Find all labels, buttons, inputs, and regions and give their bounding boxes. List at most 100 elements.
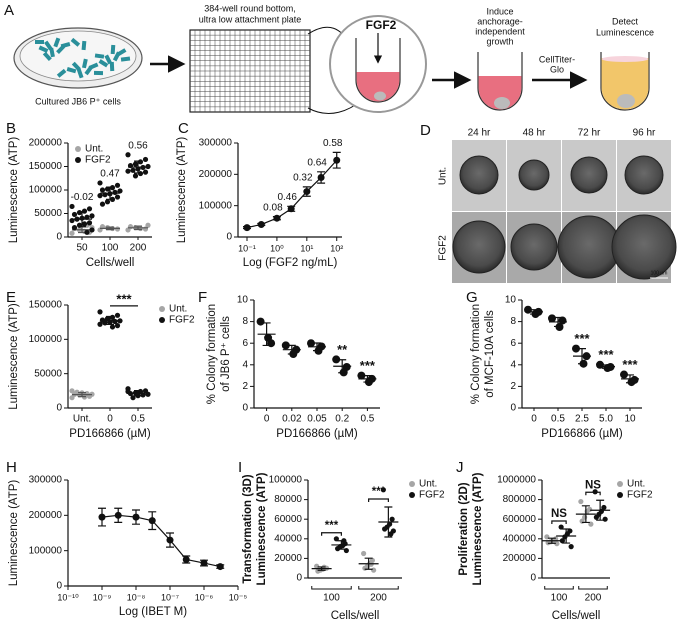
data-point	[89, 213, 95, 219]
colony	[617, 94, 635, 108]
data-point	[99, 201, 106, 207]
annotation: ***	[622, 357, 638, 372]
x-tick-label: 10²	[330, 243, 343, 253]
data-point	[142, 156, 149, 163]
panel-label: G	[466, 289, 478, 306]
x-tick-label: 100	[551, 593, 568, 604]
x-tick-label: 10⁻¹	[238, 243, 256, 253]
mean-sd	[128, 160, 148, 174]
data-point	[109, 324, 116, 330]
legend-marker	[617, 492, 623, 498]
cell	[98, 59, 109, 68]
y-tick-label: 6	[242, 338, 248, 349]
mean-sd	[549, 316, 567, 328]
x-axis-label: PD166866 (µM)	[541, 428, 623, 440]
data-point	[333, 536, 339, 542]
mean-sd	[597, 364, 615, 369]
legend-marker	[409, 481, 415, 487]
cell	[76, 68, 84, 79]
cell	[49, 47, 55, 58]
column-label: 96 hr	[633, 128, 656, 139]
y-tick-label: 300000	[199, 138, 233, 149]
mean-sd	[72, 226, 92, 234]
data-point	[114, 323, 121, 329]
data-point	[99, 187, 106, 193]
data-point	[380, 487, 386, 493]
legend-label: Unt.	[419, 479, 437, 490]
y-axis-label: Luminescence (ATP)	[8, 137, 20, 244]
data-point	[69, 388, 75, 394]
chart: B 0 50000 100000 150000 200000 Luminescence (A…	[6, 120, 152, 269]
step-label: growth	[486, 36, 513, 46]
chart: J 0 200000 400000 600000 800000 1000000 Prolife…	[456, 459, 653, 621]
spheroid	[459, 155, 499, 195]
cell	[53, 37, 61, 48]
data-point	[97, 309, 103, 315]
mean-sd	[331, 540, 352, 550]
row-label: Unt.	[438, 167, 449, 185]
step-label: Glo	[550, 64, 564, 74]
panel-label: F	[198, 289, 207, 306]
data-point	[71, 211, 78, 218]
mean-sd	[575, 505, 596, 524]
legend-label: FGF2	[419, 490, 445, 501]
category-bracket	[358, 586, 399, 590]
panel-d: D Unt. FGF2 24 hr 48 hr 72 hr 96 hr 100 µm	[420, 122, 677, 283]
data-point	[142, 169, 149, 175]
significance-bracket	[321, 532, 342, 536]
x-tick-label: 10¹	[300, 243, 313, 253]
fit-line	[101, 514, 221, 568]
x-axis-label: Cells/well	[86, 257, 135, 269]
x-tick-label: 10⁻⁵	[229, 592, 248, 602]
data-point	[257, 220, 265, 228]
spheroid	[624, 155, 664, 195]
data-point	[317, 173, 325, 181]
data-point	[132, 161, 139, 167]
panel-label: B	[6, 120, 16, 137]
data-point	[568, 544, 574, 550]
x-tick-label: 10⁻⁷	[161, 592, 179, 602]
mean-sd	[128, 225, 148, 231]
panel-label: H	[6, 459, 17, 476]
data-point	[74, 389, 80, 395]
cell	[56, 44, 66, 54]
mean-sd	[573, 348, 591, 365]
data-point	[572, 344, 580, 353]
medium	[478, 76, 522, 110]
data-point	[601, 504, 607, 511]
data-point	[132, 513, 140, 521]
x-tick-label: 0.5	[360, 414, 374, 425]
y-tick-label: 0	[226, 232, 232, 243]
data-point	[287, 205, 295, 213]
cell	[120, 56, 131, 62]
spheroid	[611, 214, 677, 280]
y-tick-label: 40000	[274, 533, 302, 544]
data-point	[200, 559, 208, 567]
mean-sd	[358, 557, 379, 570]
data-point	[256, 317, 265, 326]
data-point	[315, 568, 321, 574]
y-tick-label: 6	[510, 338, 516, 349]
x-tick-label: 10⁻¹⁰	[57, 592, 79, 602]
column-label: 72 hr	[578, 128, 601, 139]
chart: E 0 50000 100000 150000 Luminescence (ATP) PD1…	[6, 289, 195, 440]
y-tick-label: 200000	[503, 553, 537, 564]
spheroid	[452, 220, 506, 274]
scale-bar-label: 100 µm	[651, 270, 668, 276]
column-label: 24 hr	[468, 128, 491, 139]
data-point	[554, 541, 560, 547]
data-point	[86, 393, 93, 399]
spheroid	[557, 215, 621, 279]
legend-marker	[75, 146, 81, 152]
data-point	[332, 355, 341, 364]
data-point	[114, 194, 121, 200]
y-tick-label: 800000	[503, 494, 537, 505]
y-axis-label: % Colony formation	[470, 304, 482, 404]
x-axis-label: Cells/well	[331, 610, 380, 621]
cell	[44, 40, 53, 51]
mean-sd	[525, 309, 543, 315]
cell	[109, 61, 115, 72]
annotation: 0.32	[293, 173, 313, 184]
cell	[70, 37, 81, 47]
zoom-circle	[329, 15, 427, 113]
